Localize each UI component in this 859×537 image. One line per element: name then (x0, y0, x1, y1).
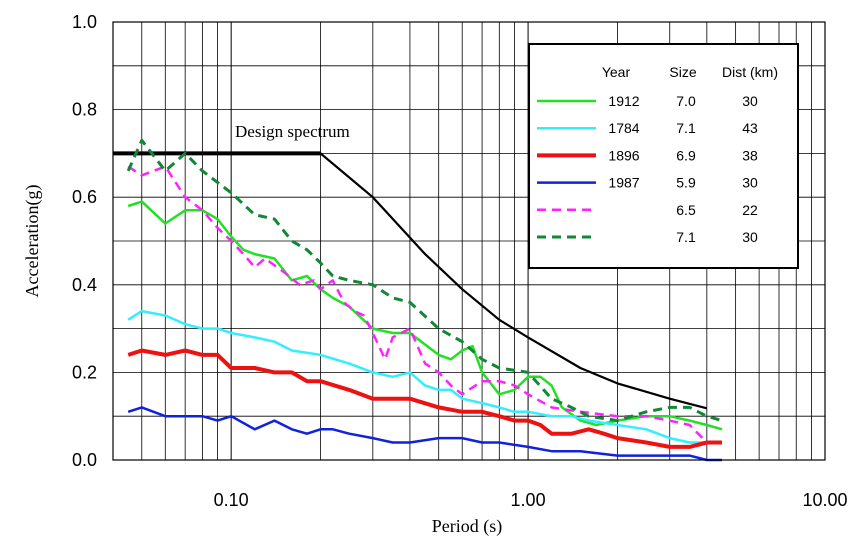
legend-size: 5.9 (676, 175, 696, 191)
legend-year: 1987 (608, 175, 639, 191)
y-tick-label: 0.6 (72, 187, 97, 207)
series-layer (113, 138, 723, 462)
legend-year: 1912 (608, 93, 639, 109)
y-tick-label: 0.4 (72, 275, 97, 295)
series-line-3 (127, 348, 722, 449)
legend-size: 7.0 (676, 93, 696, 109)
x-axis-label: Period (s) (432, 516, 503, 537)
plot-frame (112, 21, 826, 461)
legend-header: Dist (km) (722, 64, 778, 80)
legend-dist: 30 (742, 229, 758, 245)
x-tick-label: 10.00 (802, 490, 847, 510)
legend-size: 7.1 (676, 229, 696, 245)
legend-dist: 30 (742, 93, 758, 109)
series-line-2 (127, 309, 722, 444)
legend-header: Year (602, 64, 631, 80)
y-axis-label: Acceleration(g) (22, 185, 43, 298)
legend: Year Size Dist (km) 1912 7.0 30 1784 7.1 43 1896 6… (528, 43, 799, 269)
legend-dist: 38 (742, 147, 758, 163)
series-line-5 (127, 165, 708, 444)
y-tick-label: 1.0 (72, 12, 97, 32)
series-line-1 (127, 200, 723, 431)
series-line-4 (127, 406, 722, 462)
legend-size: 7.1 (676, 120, 696, 136)
tick-labels: 0.0 0.2 0.4 0.6 0.8 1.0 0.10 1.00 10.00 (72, 12, 848, 510)
legend-dist: 43 (742, 120, 758, 136)
x-tick-label: 0.10 (214, 490, 249, 510)
legend-dist: 30 (742, 175, 758, 191)
legend-dist: 22 (742, 202, 758, 218)
legend-header: Size (669, 64, 696, 80)
legend-year: 1784 (608, 120, 639, 136)
legend-size: 6.9 (676, 147, 696, 163)
y-tick-label: 0.2 (72, 362, 97, 382)
legend-year: 1896 (608, 147, 639, 163)
design-spectrum-line (113, 152, 708, 410)
series-line-6 (126, 138, 723, 423)
y-tick-label: 0.8 (72, 100, 97, 120)
design-spectrum-label: Design spectrum (235, 122, 350, 141)
x-tick-label: 1.00 (511, 490, 546, 510)
legend-size: 6.5 (676, 202, 696, 218)
y-tick-label: 0.0 (72, 450, 97, 470)
